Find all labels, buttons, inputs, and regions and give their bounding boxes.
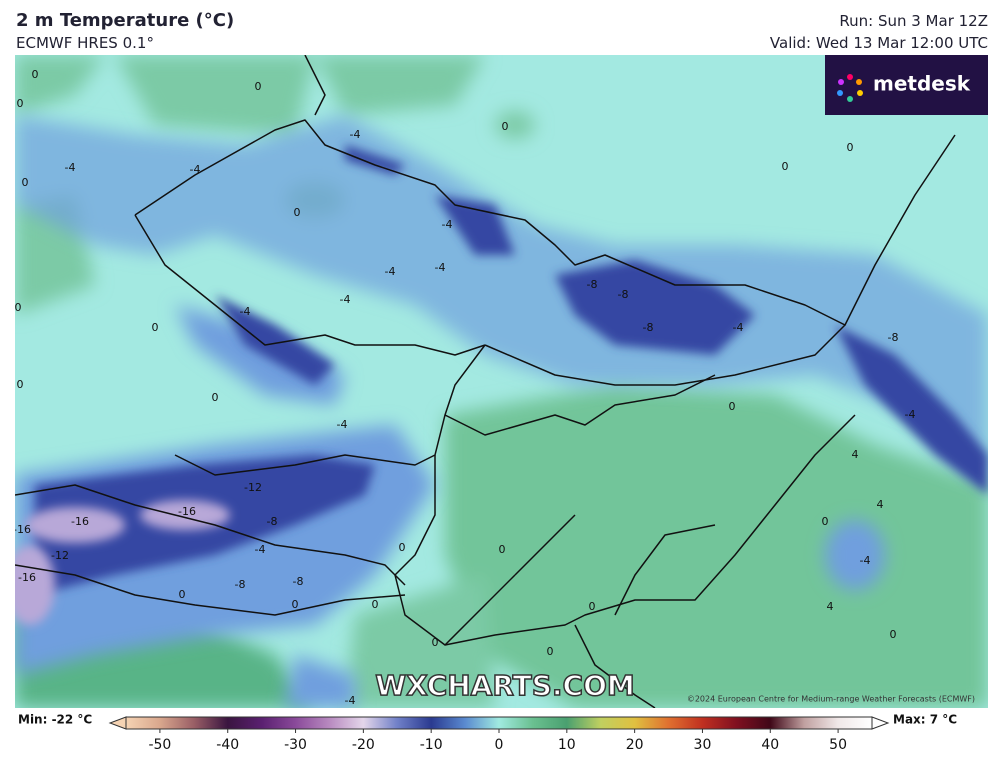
contour-label: -4	[255, 543, 266, 556]
contour-label: 0	[255, 80, 262, 93]
colorbar-tick-label: -10	[420, 737, 443, 753]
logo-icon	[837, 74, 863, 102]
contour-label: -4	[733, 321, 744, 334]
contour-label: -4	[65, 161, 76, 174]
colorbar-tick-label: 0	[495, 737, 504, 753]
colorbar-end	[108, 716, 127, 730]
copyright: ©2024 European Centre for Medium-range W…	[687, 695, 975, 704]
contour-label: 0	[890, 628, 897, 641]
contour-label: -4	[337, 418, 348, 431]
contour-label: 0	[15, 301, 22, 314]
colorbar-tick-label: 40	[761, 737, 779, 753]
contour-label: -12	[244, 481, 262, 494]
contour-label: -16	[71, 515, 89, 528]
contour-label: -4	[905, 408, 916, 421]
contour-label: 0	[22, 176, 29, 189]
contour-label: -16	[18, 571, 36, 584]
contour-label: 4	[827, 600, 834, 613]
contour-label: -8	[267, 515, 278, 528]
contour-label: 0	[372, 598, 379, 611]
contour-label: -4	[435, 261, 446, 274]
contour-label: 0	[212, 391, 219, 404]
contour-label: 0	[547, 645, 554, 658]
run-time: Run: Sun 3 Mar 12Z	[839, 12, 988, 30]
contour-label: -4	[350, 128, 361, 141]
colorbar-tick-label: -50	[148, 737, 171, 753]
contour-label: -8	[293, 575, 304, 588]
colorbar-tick-label: 30	[694, 737, 712, 753]
colorbar-tick-label: -30	[284, 737, 307, 753]
contour-label: -4	[385, 265, 396, 278]
watermark: WXCHARTS.COM	[375, 669, 635, 702]
contour-label: -16	[15, 523, 31, 536]
contour-label: 0	[17, 378, 24, 391]
colorbar-tick-label: 10	[558, 737, 576, 753]
logo-text: metdesk	[873, 72, 971, 96]
contour-label: 0	[17, 97, 24, 110]
max-label: Max: 7 °C	[893, 713, 957, 727]
map: 0 -4 0 0 -4 -4 0 0 0 0 -4 -4 -4 -4 -4 0 -8 -8 -8 -4 -8 -4 0 0 -4…	[15, 55, 988, 708]
contour-label: 0	[502, 120, 509, 133]
colorbar-tick-label: 20	[626, 737, 644, 753]
contour-label: -4	[240, 305, 251, 318]
contour-label: 4	[877, 498, 884, 511]
contour-label: 0	[822, 515, 829, 528]
contour-label: 0	[294, 206, 301, 219]
contour-label: 0	[292, 598, 299, 611]
logo-box	[825, 55, 988, 115]
contour-label: 0	[499, 543, 506, 556]
contour-label: -4	[860, 554, 871, 567]
contour-label: -8	[618, 288, 629, 301]
contour-label: -8	[235, 578, 246, 591]
contour-label: -8	[888, 331, 899, 344]
contour-label: 0	[399, 541, 406, 554]
subtitle: ECMWF HRES 0.1°	[16, 34, 154, 52]
colorbar-tick-label: -20	[352, 737, 375, 753]
contour-label: 0	[32, 68, 39, 81]
min-label: Min: -22 °C	[18, 713, 92, 727]
contour-label: -12	[51, 549, 69, 562]
contour-label: -4	[345, 694, 356, 707]
contour-label: 4	[852, 448, 859, 461]
valid-time: Valid: Wed 13 Mar 12:00 UTC	[769, 34, 988, 52]
colorbar-tick-label: -40	[216, 737, 239, 753]
colorbar-tick-label: 50	[829, 737, 847, 753]
contour-label: -4	[190, 163, 201, 176]
contour-label: -8	[643, 321, 654, 334]
colorbar: Min: -22 °C Max: 7 °C -50 -40 -30 -20 -10 0 10…	[18, 713, 957, 754]
title: 2 m Temperature (°C)	[16, 10, 235, 31]
contour-label: -4	[442, 218, 453, 231]
contour-label: 0	[179, 588, 186, 601]
contour-label: 0	[432, 636, 439, 649]
contour-label: 0	[589, 600, 596, 613]
contour-label: 0	[152, 321, 159, 334]
contour-label: -16	[178, 505, 196, 518]
contour-label: 0	[729, 400, 736, 413]
contour-label: 0	[847, 141, 854, 154]
contour-label: -4	[340, 293, 351, 306]
colorbar-end	[871, 716, 890, 730]
colorbar-gradient	[125, 716, 873, 730]
contour-label: -8	[587, 278, 598, 291]
contour-label: 0	[782, 160, 789, 173]
